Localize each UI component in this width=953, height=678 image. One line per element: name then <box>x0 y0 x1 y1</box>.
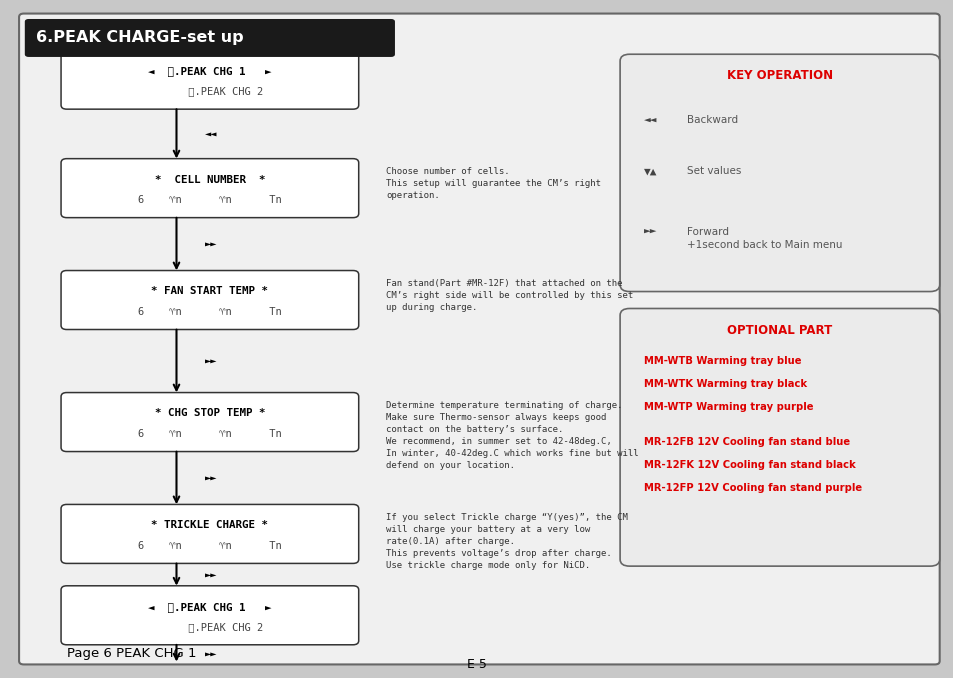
Text: E 5: E 5 <box>467 658 486 671</box>
Text: 6    ♈n      ♈n      Tn: 6 ♈n ♈n Tn <box>138 306 281 317</box>
Text: Determine temperature terminating of charge.
Make sure Thermo-sensor always keep: Determine temperature terminating of cha… <box>386 401 639 471</box>
Text: Fan stand(Part #MR-12F) that attached on the
CM’s right side will be controlled : Fan stand(Part #MR-12F) that attached on… <box>386 279 633 312</box>
FancyBboxPatch shape <box>619 54 939 292</box>
FancyBboxPatch shape <box>61 159 358 218</box>
Text: Set values: Set values <box>686 166 740 176</box>
Text: ◄◄: ◄◄ <box>205 129 217 139</box>
Text: 6    ♈n      ♈n      Tn: 6 ♈n ♈n Tn <box>138 428 281 439</box>
Text: Page 6 PEAK CHG 1: Page 6 PEAK CHG 1 <box>67 647 196 660</box>
Text: ►►: ►► <box>205 473 217 483</box>
Text: MM-WTP Warming tray purple: MM-WTP Warming tray purple <box>643 402 813 412</box>
Text: 6.PEAK CHARGE-set up: 6.PEAK CHARGE-set up <box>36 31 244 45</box>
Text: ②.PEAK CHG 2: ②.PEAK CHG 2 <box>156 622 263 632</box>
Text: ◄  ①.PEAK CHG 1   ►: ◄ ①.PEAK CHG 1 ► <box>148 601 272 612</box>
Text: MM-WTK Warming tray black: MM-WTK Warming tray black <box>643 379 806 389</box>
FancyBboxPatch shape <box>25 19 395 57</box>
Text: ◄  ①.PEAK CHG 1   ►: ◄ ①.PEAK CHG 1 ► <box>148 66 272 76</box>
Text: Backward: Backward <box>686 115 738 125</box>
Text: MR-12FP 12V Cooling fan stand purple: MR-12FP 12V Cooling fan stand purple <box>643 483 862 493</box>
Text: Forward
+1second back to Main menu: Forward +1second back to Main menu <box>686 227 841 250</box>
Text: *  CELL NUMBER  *: * CELL NUMBER * <box>154 174 265 184</box>
Text: Choose number of cells.
This setup will guarantee the CM’s right
operation.: Choose number of cells. This setup will … <box>386 167 600 200</box>
FancyBboxPatch shape <box>61 504 358 563</box>
Text: MM-WTB Warming tray blue: MM-WTB Warming tray blue <box>643 356 801 366</box>
Text: ►►: ►► <box>643 227 657 237</box>
Text: ◄◄: ◄◄ <box>643 115 657 125</box>
FancyBboxPatch shape <box>19 14 939 664</box>
Text: ►►: ►► <box>205 570 217 580</box>
FancyBboxPatch shape <box>61 271 358 330</box>
Text: 6    ♈n      ♈n      Tn: 6 ♈n ♈n Tn <box>138 540 281 551</box>
Text: ►►: ►► <box>205 239 217 249</box>
Text: KEY OPERATION: KEY OPERATION <box>726 69 832 83</box>
Text: MR-12FB 12V Cooling fan stand blue: MR-12FB 12V Cooling fan stand blue <box>643 437 849 447</box>
Text: * CHG STOP TEMP *: * CHG STOP TEMP * <box>154 408 265 418</box>
Text: ②.PEAK CHG 2: ②.PEAK CHG 2 <box>156 86 263 96</box>
Text: MR-12FK 12V Cooling fan stand black: MR-12FK 12V Cooling fan stand black <box>643 460 855 470</box>
Text: If you select Trickle charge “Y(yes)”, the CM
will charge your battery at a very: If you select Trickle charge “Y(yes)”, t… <box>386 513 628 570</box>
Text: OPTIONAL PART: OPTIONAL PART <box>726 323 832 337</box>
Text: * FAN START TEMP *: * FAN START TEMP * <box>152 286 268 296</box>
Text: * TRICKLE CHARGE *: * TRICKLE CHARGE * <box>152 520 268 530</box>
Text: ▼▲: ▼▲ <box>643 166 657 176</box>
FancyBboxPatch shape <box>61 393 358 452</box>
FancyBboxPatch shape <box>619 308 939 566</box>
Text: ►►: ►► <box>205 356 217 366</box>
FancyBboxPatch shape <box>61 586 358 645</box>
Text: ►►: ►► <box>205 648 217 658</box>
FancyBboxPatch shape <box>61 50 358 109</box>
Text: 6    ♈n      ♈n      Tn: 6 ♈n ♈n Tn <box>138 195 281 205</box>
